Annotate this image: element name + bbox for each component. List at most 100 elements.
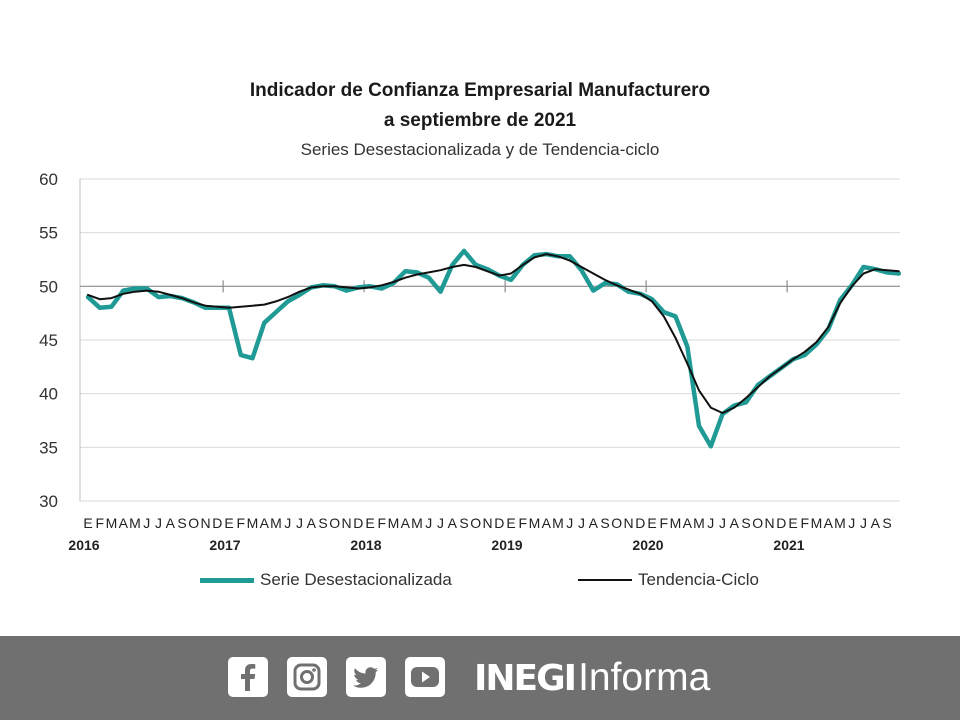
brand-bold: INEGI xyxy=(474,658,577,699)
x-month-label: J xyxy=(860,515,867,531)
x-month-label: A xyxy=(260,515,270,531)
legend-label-tendencia: Tendencia-Ciclo xyxy=(638,570,759,589)
x-year-label: 2019 xyxy=(491,537,522,553)
y-tick-label: 40 xyxy=(39,385,58,404)
x-month-label: S xyxy=(600,515,609,531)
y-tick-label: 55 xyxy=(39,224,58,243)
brand-light: Informa xyxy=(578,656,711,699)
x-month-label: A xyxy=(542,515,552,531)
x-month-label: M xyxy=(811,515,823,531)
chart-subtitle: a septiembre de 2021 xyxy=(383,110,577,131)
x-month-label: O xyxy=(188,515,199,531)
x-month-label: M xyxy=(247,515,259,531)
x-month-label: J xyxy=(578,515,585,531)
x-month-label: N xyxy=(764,515,774,531)
x-month-label: D xyxy=(776,515,786,531)
x-month-label: M xyxy=(693,515,705,531)
series-line-desestacionalizada xyxy=(85,248,902,449)
x-month-label: S xyxy=(459,515,468,531)
x-month-label: N xyxy=(623,515,633,531)
x-month-label: F xyxy=(659,515,668,531)
x-month-label: O xyxy=(329,515,340,531)
x-month-label: A xyxy=(589,515,599,531)
y-tick-label: 60 xyxy=(39,170,58,189)
x-month-label: A xyxy=(307,515,317,531)
x-year-label: 2020 xyxy=(632,537,663,553)
x-month-label: F xyxy=(518,515,527,531)
x-year-label: 2021 xyxy=(773,537,804,553)
x-month-label: J xyxy=(425,515,432,531)
x-month-label: A xyxy=(824,515,834,531)
x-month-label: A xyxy=(401,515,411,531)
x-month-label: J xyxy=(155,515,162,531)
x-month-label: J xyxy=(707,515,714,531)
x-month-label: E xyxy=(506,515,515,531)
x-month-label: E xyxy=(83,515,92,531)
x-year-label: 2016 xyxy=(68,537,99,553)
legend-label-serie: Serie Desestacionalizada xyxy=(260,570,452,589)
x-month-label: J xyxy=(284,515,291,531)
x-month-label: F xyxy=(236,515,245,531)
x-month-label: M xyxy=(129,515,141,531)
chart-caption: Series Desestacionalizada y de Tendencia… xyxy=(300,140,660,159)
x-month-label: S xyxy=(177,515,186,531)
twitter-icon[interactable] xyxy=(346,657,386,697)
x-month-label: A xyxy=(119,515,129,531)
x-month-label: S xyxy=(741,515,750,531)
x-month-label: F xyxy=(377,515,386,531)
x-month-label: O xyxy=(470,515,481,531)
y-tick-label: 35 xyxy=(39,438,58,457)
x-month-label: M xyxy=(106,515,118,531)
x-month-label: F xyxy=(800,515,809,531)
y-tick-label: 50 xyxy=(39,277,58,296)
legend-item-tendencia: Tendencia-Ciclo xyxy=(578,570,759,590)
legend-item-serie: Serie Desestacionalizada xyxy=(200,570,452,590)
x-month-label: A xyxy=(871,515,881,531)
x-month-label: E xyxy=(647,515,656,531)
x-month-label: M xyxy=(670,515,682,531)
x-month-label: J xyxy=(296,515,303,531)
x-month-label: M xyxy=(834,515,846,531)
x-month-label: A xyxy=(166,515,176,531)
x-month-label: N xyxy=(200,515,210,531)
x-month-label: J xyxy=(848,515,855,531)
x-month-label: A xyxy=(730,515,740,531)
legend-swatch-serie xyxy=(200,577,254,583)
x-month-label: S xyxy=(882,515,891,531)
footer-bar: INEGIInforma xyxy=(0,636,960,720)
chart-title: Indicador de Confianza Empresarial Manuf… xyxy=(249,80,711,101)
series-line-tendencia-ciclo xyxy=(87,253,900,414)
x-month-label: D xyxy=(353,515,363,531)
x-month-label: M xyxy=(552,515,564,531)
x-month-label: D xyxy=(635,515,645,531)
x-month-label: M xyxy=(388,515,400,531)
facebook-icon[interactable] xyxy=(228,657,268,697)
x-month-label: M xyxy=(529,515,541,531)
x-month-label: N xyxy=(341,515,351,531)
x-month-label: A xyxy=(448,515,458,531)
x-month-label: F xyxy=(95,515,104,531)
x-month-label: J xyxy=(719,515,726,531)
x-month-label: N xyxy=(482,515,492,531)
x-month-label: O xyxy=(611,515,622,531)
x-year-label: 2017 xyxy=(209,537,240,553)
x-month-label: O xyxy=(752,515,763,531)
x-month-label: A xyxy=(683,515,693,531)
x-month-label: J xyxy=(437,515,444,531)
x-month-label: E xyxy=(365,515,374,531)
legend-swatch-tendencia xyxy=(578,579,632,581)
y-tick-label: 30 xyxy=(39,492,58,511)
x-year-label: 2018 xyxy=(350,537,381,553)
x-month-label: M xyxy=(270,515,282,531)
x-month-label: J xyxy=(143,515,150,531)
x-month-label: E xyxy=(224,515,233,531)
x-month-label: S xyxy=(318,515,327,531)
x-month-label: D xyxy=(212,515,222,531)
inegi-informa-logo: INEGIInforma xyxy=(474,656,710,708)
x-month-label: D xyxy=(494,515,504,531)
instagram-icon[interactable] xyxy=(287,657,327,697)
x-month-label: J xyxy=(566,515,573,531)
youtube-icon[interactable] xyxy=(405,657,445,697)
y-tick-label: 45 xyxy=(39,331,58,350)
